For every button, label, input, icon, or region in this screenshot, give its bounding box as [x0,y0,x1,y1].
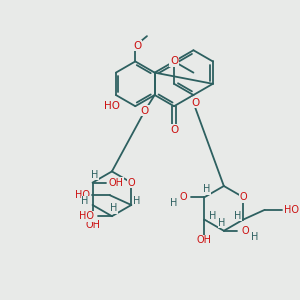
Text: H: H [208,211,216,221]
Text: H: H [134,196,141,206]
Text: H: H [81,196,88,206]
Text: O: O [242,226,249,236]
Text: HO: HO [75,190,90,200]
Text: O: O [179,192,187,202]
Text: H: H [203,184,210,194]
Text: O: O [170,56,178,66]
Text: H: H [91,170,98,180]
Text: O: O [239,192,247,202]
Text: HO: HO [104,101,120,111]
Text: OH: OH [197,235,212,245]
Text: O: O [141,106,149,116]
Text: O: O [133,41,141,51]
Text: H: H [218,218,226,228]
Text: HO: HO [284,205,299,215]
Text: OH: OH [85,220,100,230]
Text: H: H [251,232,259,242]
Text: HO: HO [80,211,94,221]
Text: H: H [234,211,241,221]
Text: O: O [191,98,200,108]
Text: O: O [170,124,178,135]
Text: O: O [128,178,135,188]
Text: H: H [110,203,118,213]
Text: OH: OH [108,178,123,188]
Text: H: H [170,198,177,208]
